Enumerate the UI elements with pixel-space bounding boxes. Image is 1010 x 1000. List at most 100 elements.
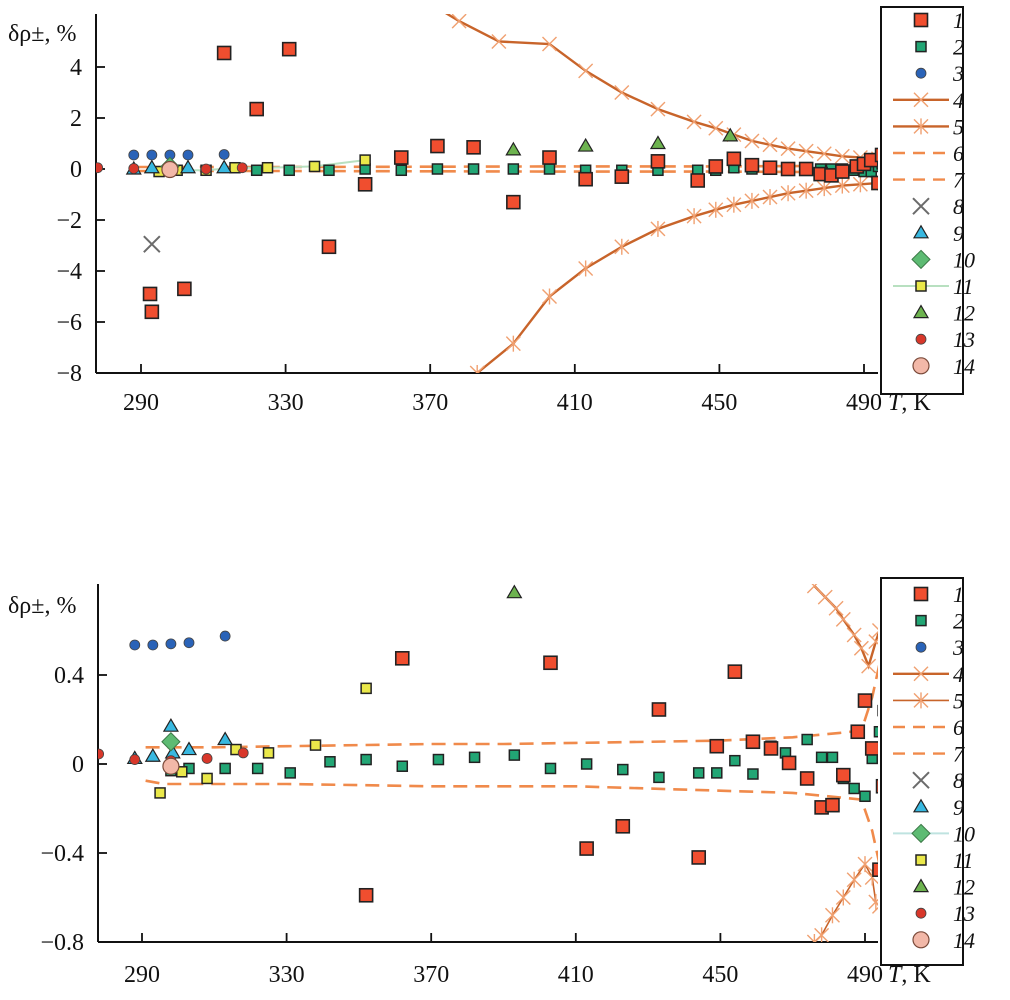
legend-item: 13 (915, 327, 975, 352)
x-tick-label: 450 (702, 962, 738, 988)
y-tick-label: −4 (56, 259, 82, 285)
legend-item: 6 (893, 715, 964, 740)
series-2-point (848, 782, 860, 795)
series-5-point (780, 185, 796, 202)
legend-marker (915, 67, 927, 79)
legend-marker (915, 854, 927, 866)
y-tick-label: −2 (56, 208, 82, 234)
series-11-point (360, 682, 372, 695)
series-1-point (857, 693, 873, 708)
legend-label: 13 (953, 327, 975, 352)
y-tick-label: 4 (70, 55, 82, 81)
x-tick-label: 330 (269, 962, 305, 988)
series-9-point (144, 748, 161, 762)
series-1-point (872, 862, 878, 877)
chart-bottom: 290 330 370 410 450 490−0.8−0.400.4δρ±, %T, K… (8, 577, 975, 988)
series-13-point (128, 163, 140, 174)
series-1-point (836, 767, 851, 783)
x-tick-label: 370 (413, 962, 449, 988)
series-5-point (846, 871, 862, 888)
series-4-line (445, 14, 878, 160)
series-14-point (161, 160, 179, 179)
series-5-point (726, 196, 742, 213)
series-9-point (143, 159, 160, 174)
legend-label: 11 (953, 848, 973, 873)
series-11-point (309, 739, 322, 751)
series-5-point (857, 856, 873, 873)
legend-label: 2 (953, 609, 964, 634)
y-tick-label: 0 (72, 752, 84, 778)
series-1-point (763, 741, 779, 756)
series-12-point (505, 141, 522, 156)
series-5-point (614, 238, 630, 255)
series-2-point (815, 751, 828, 764)
series-3-point (146, 149, 158, 161)
series-4-point (828, 600, 844, 616)
legend-marker (912, 798, 930, 813)
x-tick-label: 410 (558, 962, 594, 988)
legend-label: 9 (953, 795, 964, 820)
series-2-point (468, 751, 481, 764)
series-5-point (798, 182, 814, 199)
series-1-point (394, 651, 410, 666)
series-3-point (128, 149, 140, 161)
legend-label: 4 (953, 662, 964, 687)
x-tick-label: 290 (124, 962, 160, 988)
series-5-point (708, 201, 724, 218)
x-tick-label: 450 (701, 390, 737, 416)
legend-item: 3 (915, 61, 964, 86)
legend-marker (915, 907, 927, 919)
series-2-point (544, 762, 557, 775)
series-11-point (154, 787, 166, 799)
legend-label: 5 (953, 688, 964, 713)
series-2-point (251, 762, 264, 775)
x-tick-label: 330 (268, 390, 304, 416)
series-1-point (744, 157, 760, 173)
series-12-point (577, 137, 594, 152)
series-6-line (145, 664, 878, 749)
series-4-point (427, 0, 441, 13)
series-5-point (835, 889, 851, 906)
series-1-point (579, 841, 594, 856)
series-2-point (692, 767, 705, 779)
series-13-point (201, 753, 213, 764)
legend-item: 3 (915, 635, 964, 660)
legend-marker (912, 878, 930, 893)
series-9-point (216, 159, 233, 174)
series-10-point (161, 732, 181, 752)
series-1-point (144, 304, 160, 320)
legend-marker (913, 12, 929, 28)
series-5-point (814, 927, 830, 942)
series-1-point (249, 101, 264, 117)
series-13-point (96, 162, 104, 174)
series-3-point (165, 638, 177, 650)
legend-marker (912, 771, 930, 789)
series-4-point (861, 658, 877, 674)
legend-marker (911, 249, 931, 270)
series-1-point (798, 161, 814, 177)
series-1-point (357, 177, 373, 192)
legend-label: 8 (953, 194, 964, 219)
x-tick-label: 410 (557, 390, 593, 416)
legend-label: 9 (953, 221, 964, 246)
series-2-point (653, 771, 665, 784)
series-2-point (431, 163, 444, 175)
series-2-point (873, 725, 878, 738)
legend-item: 14 (912, 928, 975, 953)
y-tick-label: 2 (70, 106, 82, 132)
series-5-point (744, 192, 760, 209)
legend-label: 1 (953, 8, 964, 33)
series-2-point (323, 164, 335, 177)
series-4-point (835, 611, 851, 627)
series-3-point (219, 630, 231, 642)
series-12-point (506, 584, 523, 599)
series-2-point (467, 163, 480, 175)
legend-item: 5 (893, 688, 964, 713)
y-axis-title: δρ±, % (8, 21, 76, 47)
y-tick-label: −0.4 (40, 841, 84, 867)
series-4-point (871, 623, 878, 638)
series-1-point (726, 151, 742, 167)
series-3-point (218, 149, 230, 160)
